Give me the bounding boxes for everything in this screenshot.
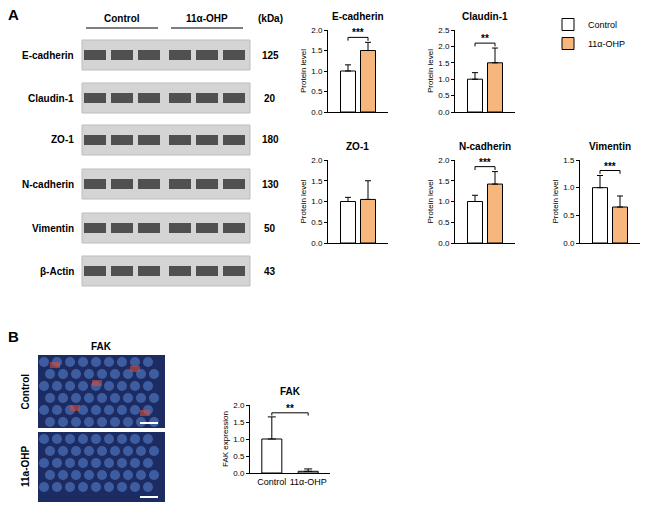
svg-text:β-Actin: β-Actin bbox=[40, 266, 74, 277]
svg-text:Claudin-1: Claudin-1 bbox=[28, 93, 74, 104]
svg-text:**: ** bbox=[286, 403, 294, 414]
svg-text:B: B bbox=[8, 328, 19, 345]
svg-text:FAK: FAK bbox=[91, 341, 112, 352]
svg-text:20: 20 bbox=[264, 93, 276, 104]
svg-text:11α-OHP: 11α-OHP bbox=[588, 39, 625, 49]
svg-text:1.0: 1.0 bbox=[438, 197, 450, 206]
svg-text:43: 43 bbox=[264, 266, 276, 277]
svg-text:180: 180 bbox=[262, 134, 279, 145]
svg-text:N-cadherin: N-cadherin bbox=[459, 141, 511, 152]
svg-text:Vimentin: Vimentin bbox=[32, 223, 74, 234]
svg-text:0.0: 0.0 bbox=[311, 108, 323, 117]
svg-text:0.0: 0.0 bbox=[438, 239, 450, 248]
svg-text:***: *** bbox=[479, 157, 491, 168]
svg-text:FAK: FAK bbox=[280, 386, 301, 397]
svg-text:0.0: 0.0 bbox=[311, 239, 323, 248]
svg-text:1.5: 1.5 bbox=[311, 46, 323, 55]
svg-text:11a-OHP: 11a-OHP bbox=[20, 446, 31, 487]
svg-text:Claudin-1: Claudin-1 bbox=[462, 11, 508, 22]
svg-text:0.5: 0.5 bbox=[438, 218, 450, 227]
svg-text:FAK expression: FAK expression bbox=[221, 411, 230, 467]
svg-text:Protein level: Protein level bbox=[426, 49, 435, 93]
svg-text:1.0: 1.0 bbox=[438, 75, 450, 84]
svg-text:2.0: 2.0 bbox=[438, 42, 450, 51]
svg-text:1.0: 1.0 bbox=[563, 183, 575, 192]
svg-text:2.0: 2.0 bbox=[311, 156, 323, 165]
svg-text:***: *** bbox=[352, 27, 364, 38]
svg-text:Control: Control bbox=[257, 477, 286, 487]
svg-text:Protein level: Protein level bbox=[551, 179, 560, 223]
svg-text:2.0: 2.0 bbox=[311, 26, 323, 35]
svg-text:125: 125 bbox=[262, 50, 279, 61]
svg-text:1.5: 1.5 bbox=[563, 156, 575, 165]
svg-text:***: *** bbox=[604, 161, 616, 172]
svg-text:E-cadherin: E-cadherin bbox=[22, 50, 74, 61]
svg-text:N-cadherin: N-cadherin bbox=[22, 179, 74, 190]
svg-text:1.0: 1.0 bbox=[311, 197, 323, 206]
svg-text:130: 130 bbox=[262, 179, 279, 190]
svg-text:1.5: 1.5 bbox=[233, 418, 245, 427]
svg-text:1.5: 1.5 bbox=[438, 59, 450, 68]
svg-text:0.0: 0.0 bbox=[233, 469, 245, 478]
svg-text:0.5: 0.5 bbox=[438, 91, 450, 100]
svg-text:Vimentin: Vimentin bbox=[589, 141, 631, 152]
svg-text:0.0: 0.0 bbox=[563, 239, 575, 248]
svg-text:2.5: 2.5 bbox=[438, 26, 450, 35]
svg-text:Protein level: Protein level bbox=[299, 49, 308, 93]
svg-text:0.0: 0.0 bbox=[438, 108, 450, 117]
svg-text:2.0: 2.0 bbox=[438, 156, 450, 165]
svg-text:Control: Control bbox=[104, 13, 140, 24]
svg-text:A: A bbox=[8, 6, 19, 23]
svg-text:ZO-1: ZO-1 bbox=[51, 134, 74, 145]
svg-text:ZO-1: ZO-1 bbox=[346, 141, 369, 152]
svg-text:11α-OHP: 11α-OHP bbox=[290, 477, 327, 487]
svg-text:0.5: 0.5 bbox=[311, 87, 323, 96]
svg-text:1.5: 1.5 bbox=[311, 177, 323, 186]
svg-text:E-cadherin: E-cadherin bbox=[332, 11, 384, 22]
svg-text:(kDa): (kDa) bbox=[258, 13, 283, 24]
svg-text:0.5: 0.5 bbox=[311, 218, 323, 227]
svg-text:50: 50 bbox=[264, 223, 276, 234]
svg-text:1.0: 1.0 bbox=[233, 435, 245, 444]
svg-text:Control: Control bbox=[588, 20, 617, 30]
svg-text:**: ** bbox=[481, 33, 489, 44]
svg-text:1.5: 1.5 bbox=[438, 177, 450, 186]
svg-text:1.0: 1.0 bbox=[311, 67, 323, 76]
svg-text:11α-OHP: 11α-OHP bbox=[186, 13, 228, 24]
svg-text:Protein level: Protein level bbox=[299, 179, 308, 223]
svg-text:0.5: 0.5 bbox=[563, 211, 575, 220]
svg-text:Control: Control bbox=[20, 374, 31, 410]
svg-text:0.5: 0.5 bbox=[233, 452, 245, 461]
svg-text:Protein level: Protein level bbox=[426, 179, 435, 223]
svg-text:2.0: 2.0 bbox=[233, 401, 245, 410]
